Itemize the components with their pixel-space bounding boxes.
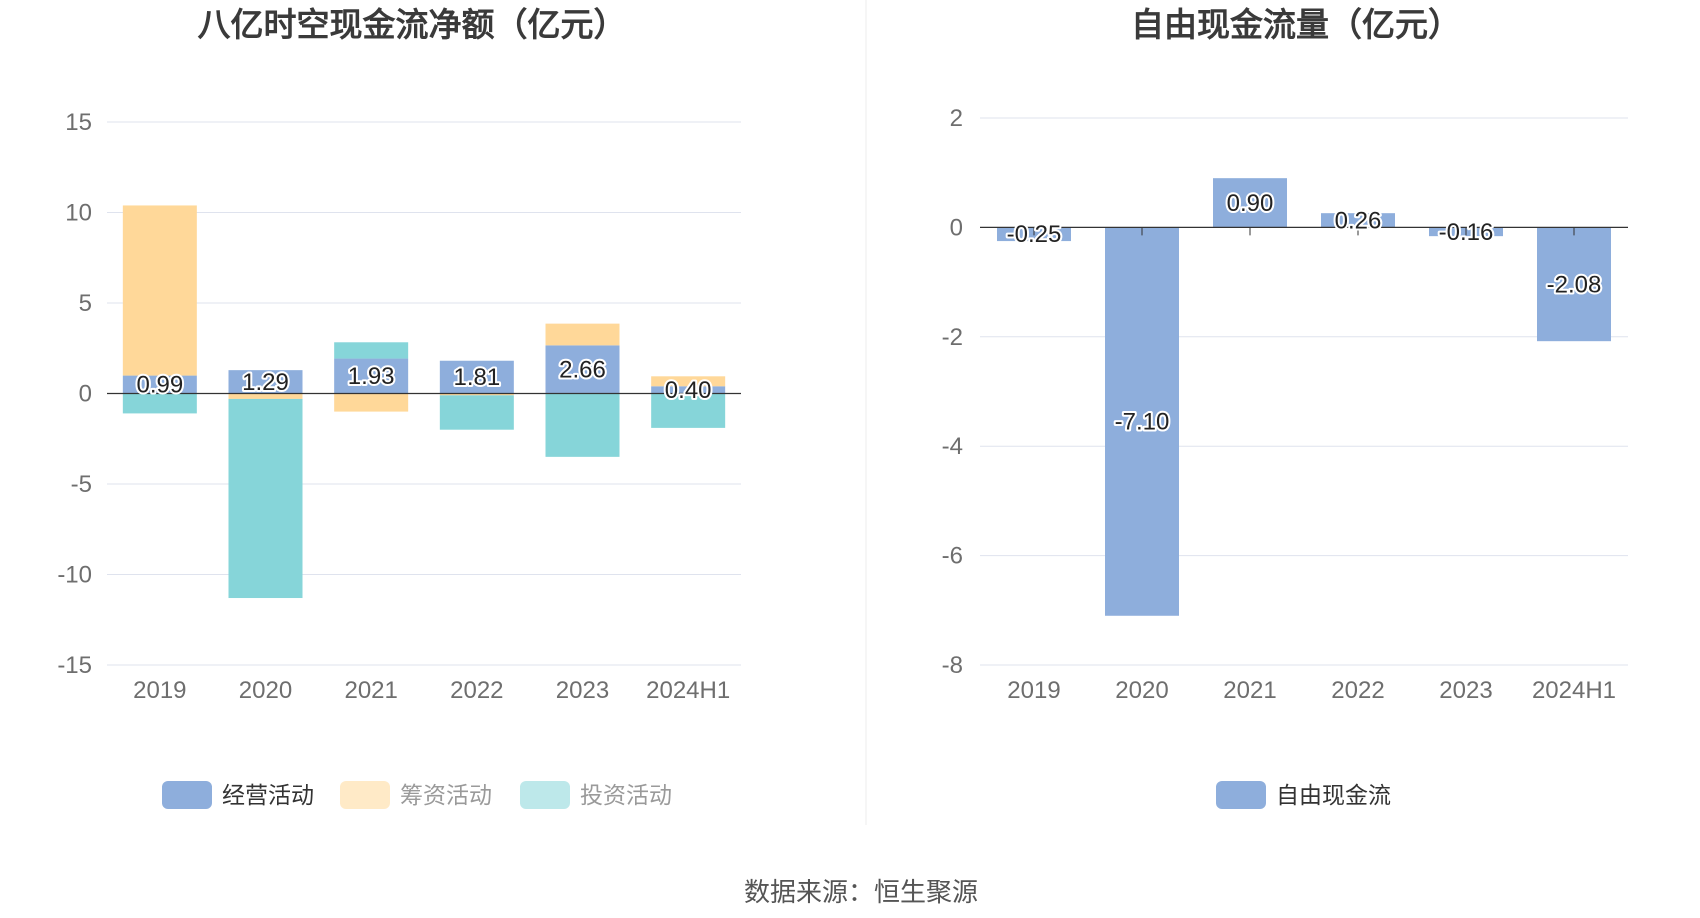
cash-flow-stacked-bar-chart: 15 10 5 0 -5 -10 -15 2019 2020 2021 2022 2023 2024H1… <box>57 109 741 809</box>
bar-tertiary <box>545 393 620 457</box>
bar-primary <box>334 358 409 394</box>
bar-primary <box>122 375 197 394</box>
free-cash-flow-bar-chart: 2 0 -2 -4 -6 -8 2019 2020 2021 2022 2023 2024H1 -0.2… <box>942 105 1628 809</box>
y-tick-label: -4 <box>942 433 963 460</box>
data-label: -0.16 <box>1439 219 1494 246</box>
bar-secondary <box>334 393 409 412</box>
bar-primary <box>228 370 303 394</box>
bar-primary <box>439 360 514 394</box>
legend-label: 筹资活动 <box>400 783 492 809</box>
data-label: -7.10 <box>1115 409 1170 436</box>
x-tick-label: 2021 <box>344 677 397 704</box>
x-tick-label: 2024H1 <box>646 677 730 704</box>
data-label: 0.26 <box>1335 207 1382 234</box>
bar-tertiary <box>334 342 409 359</box>
legend-swatch <box>162 781 212 809</box>
y-tick-label: 0 <box>79 381 92 408</box>
bar-tertiary <box>651 393 726 428</box>
x-tick-label: 2020 <box>239 677 292 704</box>
y-tick-label: -2 <box>942 324 963 351</box>
y-tick-label: 15 <box>65 109 92 136</box>
y-tick-label: 2 <box>950 105 963 132</box>
legend-label: 投资活动 <box>580 783 672 809</box>
data-label: 1.81 <box>453 364 500 391</box>
data-source: 数据来源：恒生聚源 <box>744 878 978 908</box>
y-tick-label: 10 <box>65 200 92 227</box>
bar-primary <box>1537 227 1611 342</box>
data-label: 0.90 <box>1227 190 1274 217</box>
bar-primary <box>545 345 620 394</box>
data-label: 1.93 <box>348 363 395 390</box>
bar-primary <box>651 386 726 394</box>
x-tick-label: 2021 <box>1223 677 1276 704</box>
bar-primary <box>1321 213 1395 228</box>
data-label: 0.99 <box>136 372 183 399</box>
chart-title-cash-flow: 八亿时空现金流净额（亿元） <box>198 5 627 44</box>
bar-tertiary <box>439 395 514 430</box>
bar-tertiary <box>122 393 197 414</box>
bar-secondary <box>122 205 197 376</box>
chart-title-free-cash-flow: 自由现金流量（亿元） <box>1131 5 1461 44</box>
data-label: 1.29 <box>242 369 289 396</box>
bar-tertiary <box>228 398 303 599</box>
bar-primary <box>1105 227 1179 616</box>
x-tick-label: 2019 <box>133 677 186 704</box>
bar-secondary <box>545 323 620 346</box>
data-label: 0.40 <box>665 377 712 404</box>
legend-swatch <box>340 781 390 809</box>
bar-secondary <box>651 376 726 387</box>
y-tick-label: -10 <box>57 562 92 589</box>
legend-swatch <box>520 781 570 809</box>
legend-swatch <box>1216 781 1266 809</box>
y-tick-label: -8 <box>942 652 963 679</box>
y-tick-label: 5 <box>79 290 92 317</box>
x-tick-label: 2024H1 <box>1532 677 1616 704</box>
bar-secondary <box>228 393 303 399</box>
y-tick-label: -5 <box>71 471 92 498</box>
y-tick-label: -6 <box>942 543 963 570</box>
x-tick-label: 2023 <box>1439 677 1492 704</box>
data-label: -0.25 <box>1007 221 1062 248</box>
x-tick-label: 2022 <box>1331 677 1384 704</box>
legend-label: 经营活动 <box>222 783 314 809</box>
y-tick-label: -15 <box>57 652 92 679</box>
x-tick-label: 2022 <box>450 677 503 704</box>
y-tick-label: 0 <box>950 214 963 241</box>
x-tick-label: 2020 <box>1115 677 1168 704</box>
x-tick-label: 2019 <box>1007 677 1060 704</box>
bar-secondary <box>439 393 514 396</box>
data-label: 2.66 <box>559 356 606 383</box>
data-label: -2.08 <box>1547 271 1602 298</box>
bar-primary <box>1213 178 1287 228</box>
legend-label: 自由现金流 <box>1276 783 1391 809</box>
x-tick-label: 2023 <box>556 677 609 704</box>
